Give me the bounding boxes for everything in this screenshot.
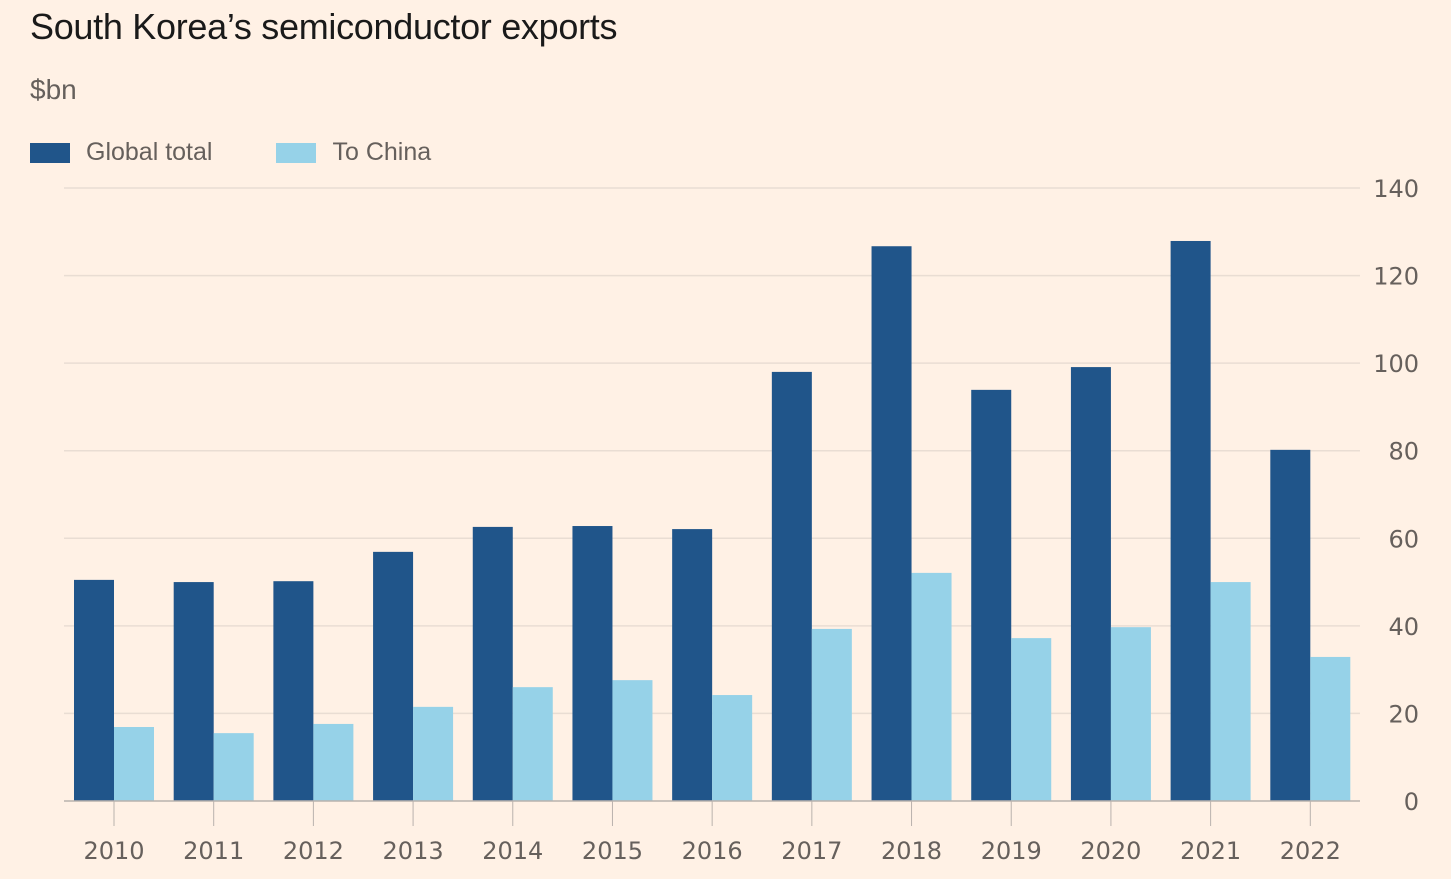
y-tick-label: 140 — [1373, 175, 1419, 203]
bar-global-total — [871, 246, 912, 802]
bar-global-total — [971, 389, 1012, 801]
bar-global-total — [74, 579, 114, 801]
bar-to-china — [1110, 627, 1151, 801]
bar-to-china — [1011, 638, 1052, 801]
bar-to-china — [712, 695, 753, 801]
x-tick-label: 2020 — [1080, 837, 1141, 865]
bar-to-china — [313, 723, 354, 801]
bar-global-total — [1070, 367, 1111, 801]
legend-label-global-total: Global total — [86, 138, 213, 166]
chart-title: South Korea’s semiconductor exports — [30, 6, 618, 47]
x-tick-label: 2016 — [682, 837, 743, 865]
legend: Global total To China — [30, 138, 495, 167]
y-tick-label: 60 — [1388, 525, 1419, 553]
bar-to-china — [413, 706, 454, 801]
bar-to-china — [213, 733, 254, 801]
y-tick-label: 0 — [1404, 788, 1419, 816]
bar-global-total — [173, 582, 214, 801]
bar-to-china — [1310, 656, 1351, 801]
bar-global-total — [771, 371, 812, 801]
legend-swatch-global-total — [30, 142, 70, 163]
y-axis: 0 20 40 60 80 100 120 140 — [1373, 175, 1419, 816]
y-tick-label: 100 — [1373, 350, 1419, 378]
x-tick-label: 2021 — [1180, 837, 1241, 865]
x-tick-label: 2012 — [283, 837, 344, 865]
legend-swatch-to-china — [276, 142, 317, 163]
bars — [74, 240, 1351, 802]
x-tick-label: 2019 — [981, 837, 1042, 865]
legend-item-global-total: Global total — [30, 138, 212, 167]
x-axis: 2010 2011 2012 2013 2014 2015 2016 2017 2018 2019… — [64, 800, 1360, 865]
bar-to-china — [811, 628, 852, 801]
bar-global-total — [672, 529, 713, 801]
x-tick-label: 2018 — [881, 837, 942, 865]
bar-to-china — [612, 680, 653, 801]
x-tick-label: 2017 — [781, 837, 842, 865]
x-tick-label: 2010 — [83, 837, 144, 865]
y-tick-label: 40 — [1388, 613, 1419, 641]
x-tick-label: 2022 — [1280, 837, 1341, 865]
bar-to-china — [114, 727, 154, 801]
chart-subtitle: $bn — [30, 74, 77, 105]
x-tick-label: 2014 — [482, 837, 543, 865]
x-tick-label: 2011 — [183, 837, 244, 865]
bar-global-total — [1170, 240, 1211, 801]
y-tick-label: 20 — [1388, 700, 1419, 728]
legend-item-to-china: To China — [276, 138, 431, 167]
bar-global-total — [1270, 449, 1311, 801]
y-tick-label: 120 — [1373, 263, 1419, 291]
legend-label-to-china: To China — [332, 138, 432, 166]
bar-global-total — [572, 526, 613, 801]
bar-global-total — [472, 526, 513, 801]
x-tick-label: 2013 — [383, 837, 444, 865]
bar-to-china — [911, 572, 952, 801]
bar-global-total — [273, 581, 314, 801]
bar-global-total — [373, 551, 414, 801]
bar-to-china — [512, 687, 553, 801]
bar-to-china — [1210, 582, 1251, 801]
y-tick-label: 80 — [1388, 438, 1419, 466]
x-tick-label: 2015 — [582, 837, 643, 865]
